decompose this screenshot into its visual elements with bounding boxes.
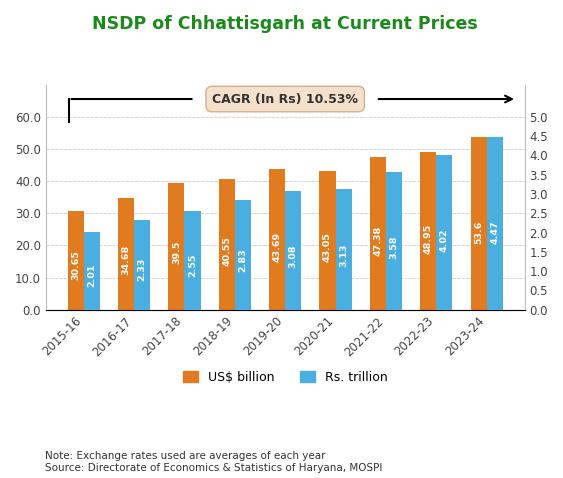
Text: 39.5: 39.5	[172, 241, 181, 264]
Bar	[218, 179, 235, 310]
Text: 53.6: 53.6	[474, 220, 483, 244]
Text: 30.65: 30.65	[71, 250, 80, 280]
Bar	[370, 157, 386, 310]
Bar	[486, 137, 503, 310]
Text: 4.47: 4.47	[490, 220, 499, 244]
Text: 4.02: 4.02	[440, 228, 449, 251]
Text: 47.38: 47.38	[373, 226, 382, 256]
Bar	[386, 172, 402, 310]
Bar	[319, 171, 336, 310]
Text: 2.01: 2.01	[87, 263, 96, 287]
Text: 40.55: 40.55	[222, 236, 231, 266]
Bar	[436, 154, 453, 310]
Bar	[134, 220, 150, 310]
Bar	[84, 232, 100, 310]
Bar	[285, 191, 301, 310]
Text: Note: Exchange rates used are averages of each year: Note: Exchange rates used are averages o…	[45, 451, 325, 461]
Text: 3.58: 3.58	[390, 236, 399, 259]
Bar	[269, 169, 285, 310]
Text: 3.08: 3.08	[289, 244, 298, 268]
Text: 2.33: 2.33	[138, 258, 146, 281]
Bar	[235, 200, 251, 310]
Bar	[336, 189, 352, 310]
Text: 43.05: 43.05	[323, 232, 332, 262]
Bar	[471, 137, 486, 310]
Text: CAGR (In Rs) 10.53%: CAGR (In Rs) 10.53%	[212, 93, 358, 106]
Text: Source: Directorate of Economics & Statistics of Haryana, MOSPI: Source: Directorate of Economics & Stati…	[45, 463, 382, 473]
Bar	[420, 152, 436, 310]
Title: NSDP of Chhattisgarh at Current Prices: NSDP of Chhattisgarh at Current Prices	[92, 15, 478, 33]
Text: 2.55: 2.55	[188, 254, 197, 277]
Text: 2.83: 2.83	[238, 249, 247, 272]
Text: 3.13: 3.13	[339, 244, 348, 267]
Bar	[168, 183, 185, 310]
Text: 34.68: 34.68	[122, 244, 131, 275]
Text: 43.69: 43.69	[272, 231, 282, 261]
Text: 48.95: 48.95	[424, 224, 433, 254]
Bar	[185, 211, 200, 310]
Bar	[68, 211, 84, 310]
Bar	[118, 198, 134, 310]
Legend: US$ billion, Rs. trillion: US$ billion, Rs. trillion	[178, 366, 392, 389]
